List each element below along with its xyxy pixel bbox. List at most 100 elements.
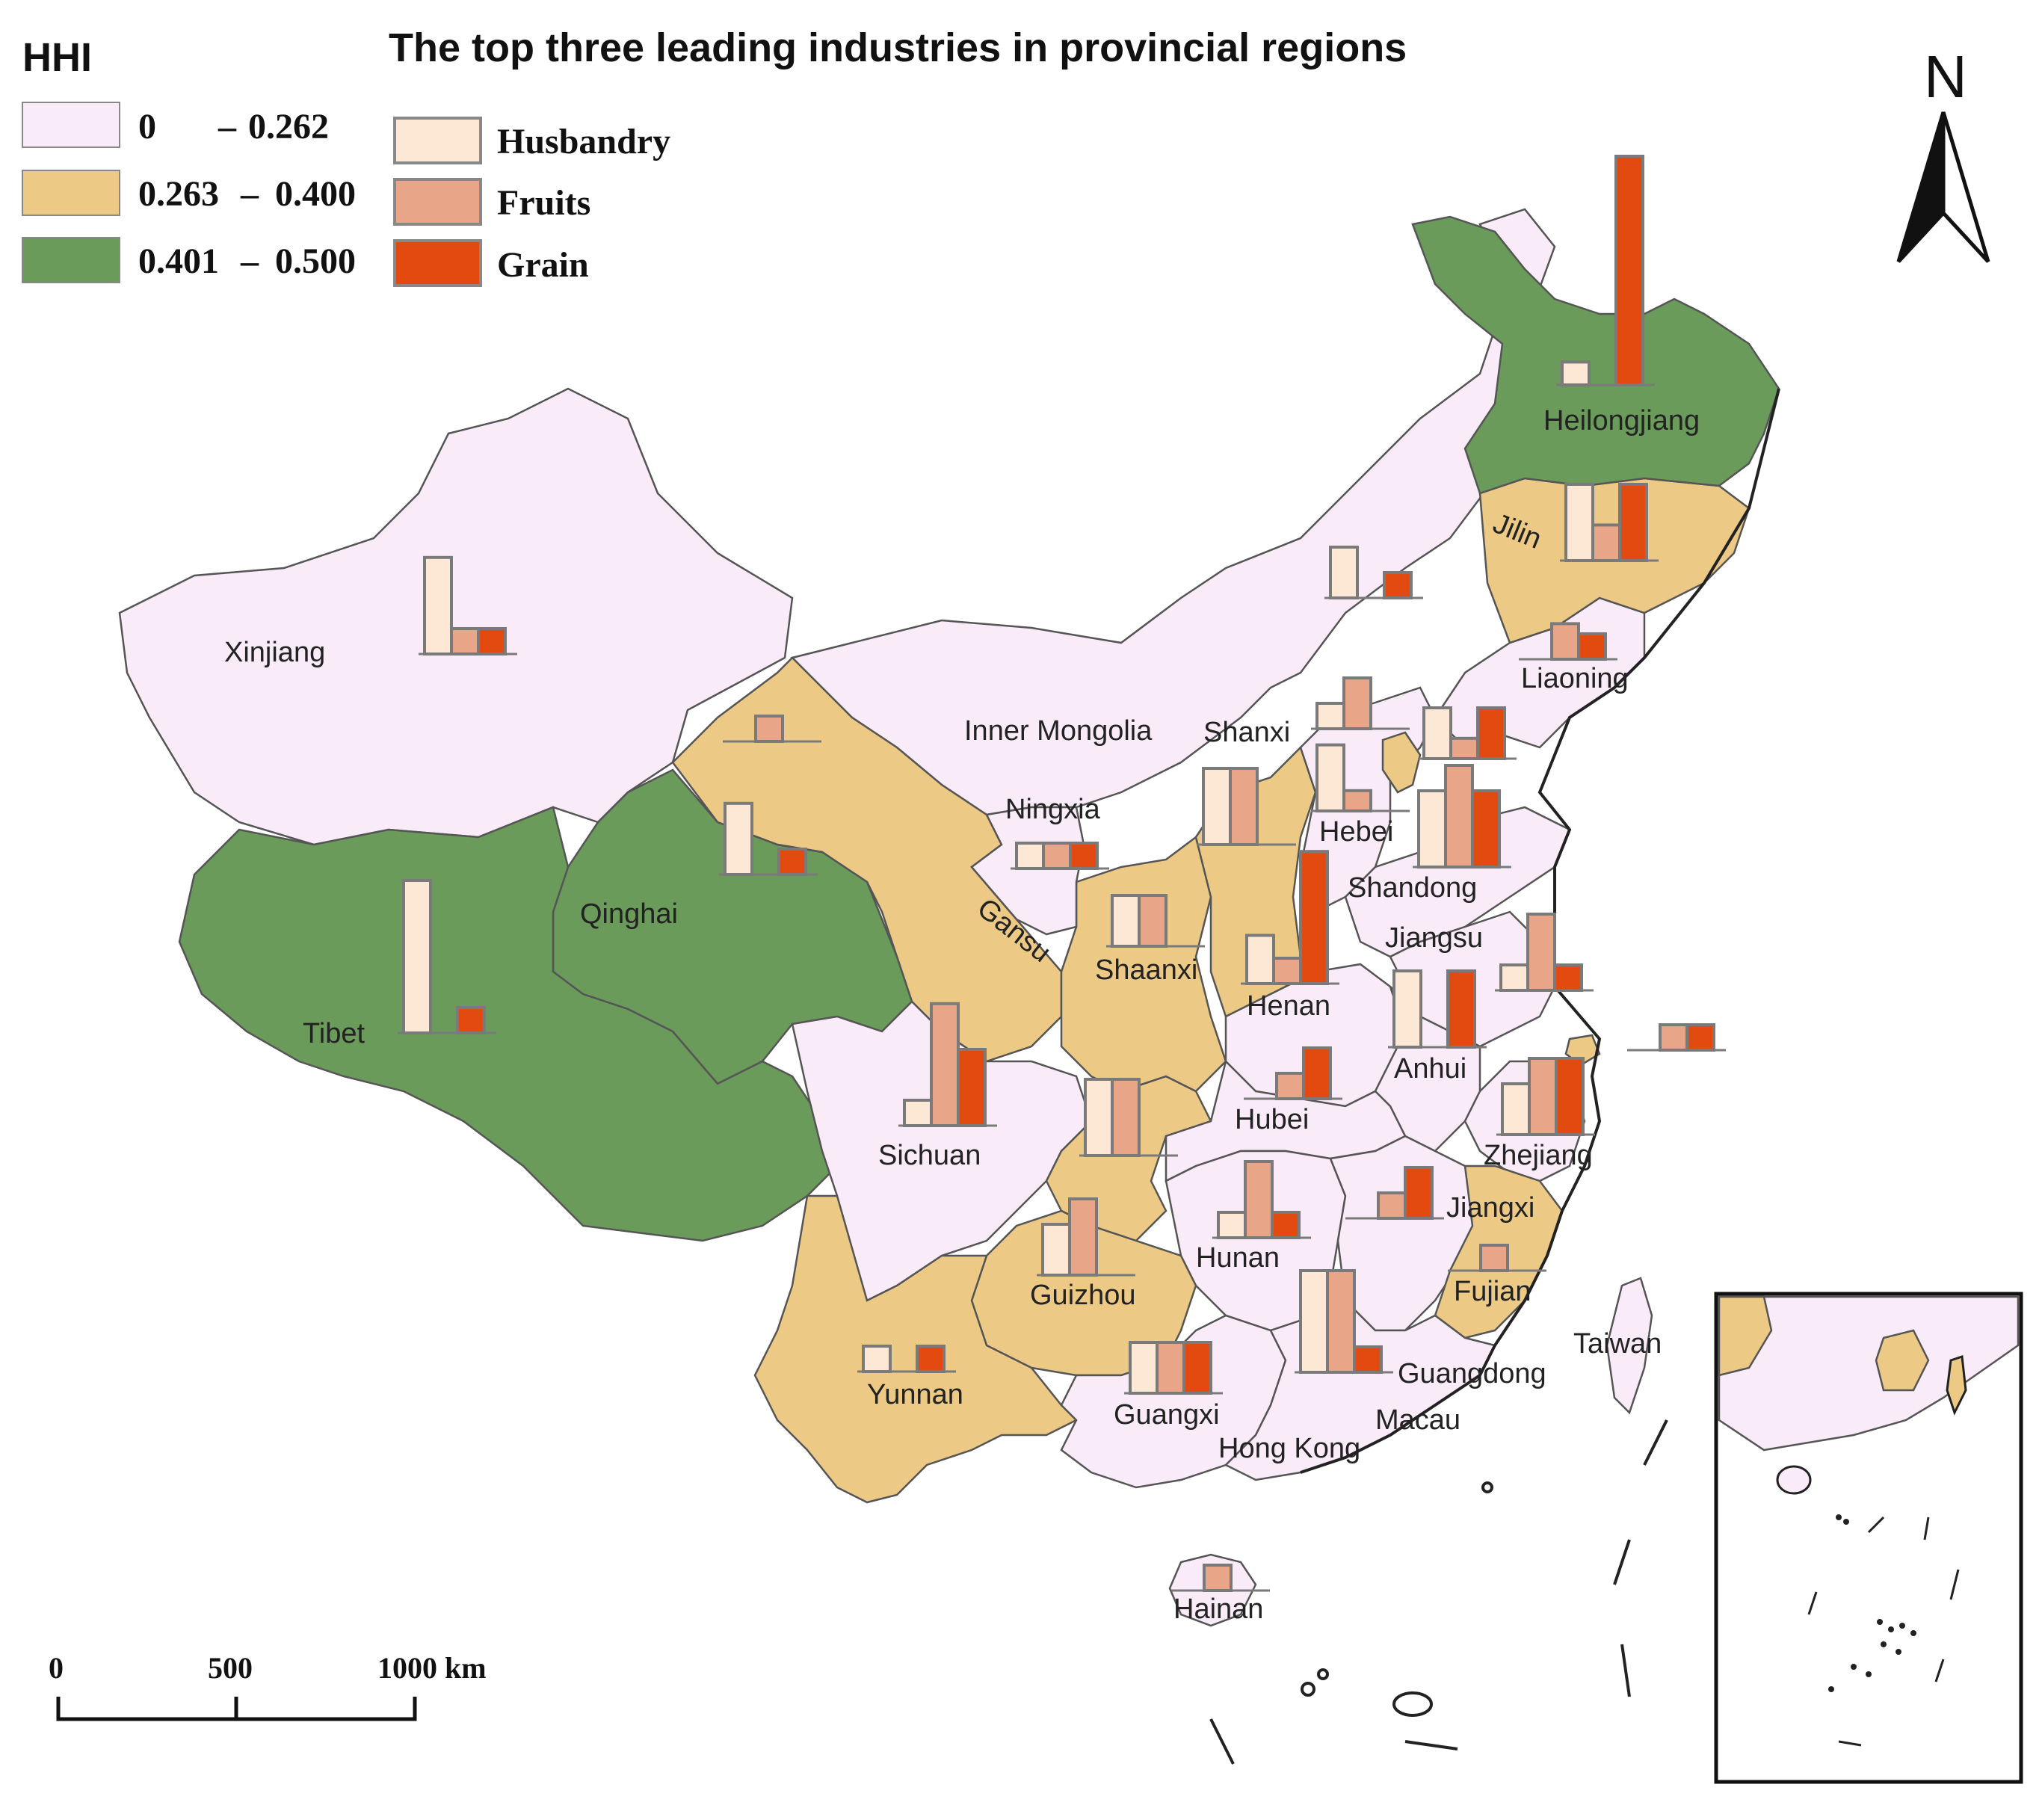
industry-legend: Husbandry Fruits Grain <box>393 117 670 287</box>
scale-tick-500: 500 <box>208 1651 253 1685</box>
bar-fruits <box>1449 736 1479 760</box>
province-chart-shanxi <box>1311 676 1410 730</box>
bar-grain <box>1404 1166 1434 1220</box>
hhi-label-mid-hi: 0.400 <box>275 174 356 214</box>
bar-fruits <box>1342 789 1372 813</box>
label-anhui: Anhui <box>1394 1053 1466 1085</box>
province-chart-guangdong <box>1295 1269 1393 1374</box>
bar-husbandry <box>1417 789 1447 869</box>
province-chart-inner-mongolia <box>1324 546 1423 599</box>
industry-label-grain: Grain <box>497 245 589 285</box>
province-chart-jiangsu <box>1495 913 1594 992</box>
bar-husbandry <box>1392 969 1422 1049</box>
hhi-legend: HHI 0 – 0.262 0.263 – 0.400 0.401 – 0.50… <box>22 35 356 283</box>
province-chart-hubei <box>1244 1046 1342 1100</box>
bar-husbandry <box>1329 546 1359 599</box>
inset-hainan <box>1776 1465 1812 1495</box>
province-chart-guangxi <box>1124 1341 1223 1395</box>
bar-fruits <box>1244 1160 1274 1239</box>
label-guangxi: Guangxi <box>1114 1399 1220 1431</box>
north-arrow: N <box>1896 43 1990 263</box>
label-yunnan: Yunnan <box>867 1379 963 1410</box>
south-china-sea-inset <box>1714 1292 2023 1784</box>
bar-husbandry <box>1111 894 1141 948</box>
bar-fruits <box>1526 913 1556 992</box>
label-hubei: Hubei <box>1235 1104 1309 1135</box>
hhi-label-high-lo: 0.401 <box>138 241 219 281</box>
bar-grain <box>916 1345 946 1373</box>
label-fujian: Fujian <box>1454 1276 1532 1307</box>
inset-island <box>1881 1641 1887 1647</box>
bar-husbandry <box>1564 483 1594 562</box>
inset-island <box>1828 1686 1834 1692</box>
bar-husbandry <box>1501 1082 1531 1136</box>
label-henan: Henan <box>1247 990 1330 1022</box>
bar-grain <box>1069 842 1099 870</box>
industry-bar-charts <box>398 155 1726 1592</box>
bar-fruits <box>1275 1072 1305 1100</box>
inset-dash <box>1838 1740 1862 1747</box>
label-qinghai: Qinghai <box>580 898 678 930</box>
bar-husbandry <box>1315 702 1345 730</box>
bar-fruits <box>1229 767 1259 846</box>
scale-tick-0: 0 <box>49 1651 64 1685</box>
bar-husbandry <box>1315 743 1345 812</box>
label-hebei: Hebei <box>1319 816 1393 848</box>
bar-fruits <box>1377 1191 1407 1220</box>
island-dot <box>1301 1682 1315 1697</box>
bar-fruits <box>1138 894 1167 948</box>
island-dash <box>1613 1539 1631 1585</box>
inset-dash <box>1923 1517 1930 1540</box>
hhi-legend-heading: HHI <box>22 35 92 80</box>
label-macau: Macau <box>1375 1404 1460 1436</box>
bar-grain <box>1471 789 1501 869</box>
label-guangdong: Guangdong <box>1398 1358 1546 1389</box>
province-chart-liaoning <box>1519 622 1617 661</box>
north-arrow-icon-dark <box>1896 111 1946 263</box>
label-shandong: Shandong <box>1348 872 1477 904</box>
north-arrow-icon <box>1941 111 1990 263</box>
bar-husbandry <box>862 1345 892 1373</box>
industry-label-fruits: Fruits <box>497 183 590 223</box>
inset-land-orange <box>1718 1295 1773 1377</box>
province-heilongjiang <box>1411 215 1780 495</box>
island-dash <box>1643 1419 1668 1466</box>
label-shaanxi: Shaanxi <box>1095 954 1197 986</box>
hhi-label-mid-lo: 0.263 <box>138 174 219 214</box>
inset-island <box>1877 1619 1883 1625</box>
island-dot <box>1317 1668 1329 1680</box>
bar-grain <box>1302 1046 1332 1100</box>
inset-island <box>1896 1649 1901 1655</box>
province-ningxia <box>970 806 1085 936</box>
bar-grain <box>1555 1057 1585 1136</box>
province-chart-shandong <box>1413 764 1511 869</box>
province-chart-shaanxi <box>1106 894 1205 948</box>
bar-fruits <box>1528 1057 1558 1136</box>
bar-fruits <box>1156 1341 1185 1395</box>
province-chart-sichuan <box>898 1002 997 1128</box>
province-chart-hebei <box>1311 743 1410 813</box>
bar-grain <box>1271 1211 1301 1239</box>
bar-fruits <box>1272 957 1302 985</box>
bar-fruits <box>1068 1197 1098 1277</box>
bar-husbandry <box>1245 934 1275 986</box>
bar-husbandry <box>1422 706 1452 760</box>
inset-land-orange <box>1875 1329 1930 1392</box>
bar-husbandry <box>1015 842 1045 870</box>
province-chart-unnamed <box>723 715 821 743</box>
scale-tick-1000: 1000 km <box>377 1651 487 1685</box>
industry-swatch-grain <box>393 239 482 287</box>
province-chart-guizhou <box>1037 1197 1135 1277</box>
bar-grain <box>1685 1023 1715 1052</box>
industry-label-husbandry: Husbandry <box>497 122 670 161</box>
hhi-swatch-low <box>22 102 120 148</box>
label-hong-kong: Hong Kong <box>1218 1433 1360 1464</box>
province-chart-hunan <box>1212 1160 1311 1239</box>
inset-dash <box>1807 1591 1818 1615</box>
bar-fruits <box>1550 622 1580 661</box>
province-chart-hainan <box>1171 1564 1270 1592</box>
map-title: The top three leading industries in prov… <box>389 25 1407 70</box>
province-chart-yunnan <box>857 1345 956 1373</box>
province-chart-xinjiang <box>419 555 517 655</box>
